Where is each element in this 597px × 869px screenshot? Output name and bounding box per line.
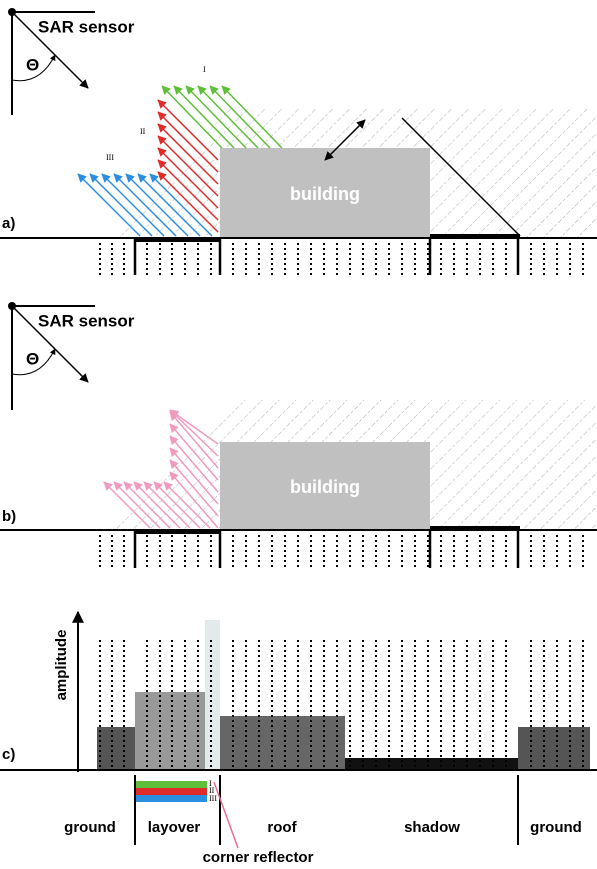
ray-label: II <box>209 786 215 795</box>
roof-bar <box>220 716 345 770</box>
ray-arrow <box>197 85 259 149</box>
ray-arrow <box>157 135 219 197</box>
ray-label: I <box>209 779 212 788</box>
ray-bar <box>135 795 207 802</box>
ray-arrow <box>157 123 219 185</box>
sensor-frame <box>11 305 95 410</box>
panel-b: building SAR sensor Θ b) <box>0 302 597 568</box>
building <box>220 148 430 238</box>
ray-arrow <box>169 459 219 517</box>
ray-arrow <box>169 423 219 481</box>
ray-arrow <box>221 85 283 149</box>
ray-arrow <box>169 471 219 529</box>
building-label: building <box>290 477 360 497</box>
ray-arrow <box>143 481 191 529</box>
panel-label: b) <box>2 508 16 525</box>
ray-arrow <box>169 435 219 493</box>
panel-c: amplitude c) I II III ground layover roo… <box>0 610 597 866</box>
ray-arrow <box>157 99 219 161</box>
layover-bar <box>135 692 205 770</box>
ray-arrow <box>163 481 211 529</box>
ray-arrow <box>125 173 189 237</box>
roof-ray <box>324 119 366 161</box>
ray-arrow <box>157 111 219 173</box>
ray-label: II <box>140 127 146 136</box>
ray-arrow <box>137 173 201 237</box>
region-label: shadow <box>404 819 460 836</box>
angle-arc <box>11 348 56 376</box>
region-divider <box>134 775 519 845</box>
ray-arrow <box>123 481 171 529</box>
building <box>220 442 430 530</box>
ray-arrow <box>153 481 201 529</box>
region-label: roof <box>267 819 297 836</box>
ground-segment <box>135 234 520 242</box>
ray-arrow <box>209 85 271 149</box>
ray-arrow <box>149 173 213 237</box>
look-arrow <box>11 305 89 383</box>
ray-arrow <box>103 481 151 529</box>
ray-arrow <box>133 481 181 529</box>
ground-bar <box>518 727 590 770</box>
ray-label: I <box>203 65 206 74</box>
ray-bar <box>135 788 207 795</box>
ray-arrow <box>169 409 219 445</box>
look-arrow <box>11 11 89 89</box>
region-label: layover <box>148 819 201 836</box>
sensor-frame <box>11 11 95 115</box>
panel-label: a) <box>2 215 15 232</box>
ray-arrow <box>157 171 219 233</box>
ray-bar <box>135 781 207 788</box>
shadow-ray <box>401 117 521 237</box>
ray-arrow <box>169 411 219 469</box>
angle-arc <box>11 54 56 82</box>
corner-bar <box>205 620 220 770</box>
ray-label: III <box>209 794 217 803</box>
ray-arrow <box>169 447 219 505</box>
panel-a: building SAR sensor Θ I II III a) <box>0 8 597 275</box>
ray-arrow <box>89 173 153 237</box>
annotation-line <box>213 781 239 849</box>
ray-arrow <box>113 481 161 529</box>
region-label: ground <box>64 819 116 836</box>
sensor-label: SAR sensor <box>38 17 135 36</box>
ray-arrow <box>173 85 235 149</box>
ray-arrow <box>77 173 141 237</box>
axis-label: amplitude <box>53 630 70 701</box>
ray-arrow <box>161 85 223 149</box>
annotation: corner reflector <box>203 849 314 866</box>
sensor-label: SAR sensor <box>38 311 135 330</box>
ray-arrow <box>185 85 247 149</box>
angle-label: Θ <box>26 349 39 368</box>
angle-label: Θ <box>26 55 39 74</box>
ground-bar <box>97 727 135 770</box>
panel-label: c) <box>2 746 15 763</box>
ray-arrow <box>157 159 219 221</box>
ray-label: III <box>106 153 114 162</box>
ray-arrow <box>101 173 165 237</box>
building-label: building <box>290 184 360 204</box>
region-label: ground <box>530 819 582 836</box>
ground-segment <box>135 526 520 534</box>
ray-arrow <box>157 147 219 209</box>
shadow-bar <box>345 758 518 770</box>
ray-arrow <box>113 173 177 237</box>
